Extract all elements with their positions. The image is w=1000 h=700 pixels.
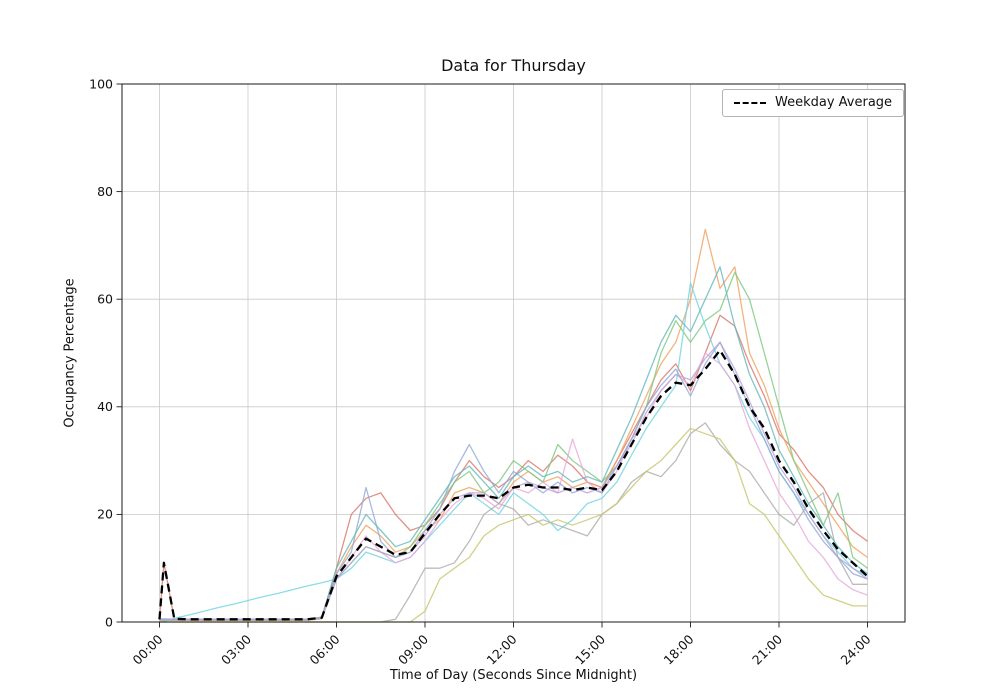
y-tick-label: 60 [97, 292, 113, 307]
y-tick-label: 0 [105, 614, 113, 629]
x-tick-label: 06:00 [307, 631, 343, 667]
average-line [158, 349, 869, 621]
x-tick-label: 24:00 [838, 631, 874, 667]
x-tick-label: 12:00 [484, 631, 520, 667]
x-tick-label: 03:00 [218, 631, 254, 667]
x-axis-label: Time of Day (Seconds Since Midnight) [389, 668, 638, 683]
y-axis-label: Occupancy Percentage [62, 278, 78, 428]
y-tick-label: 40 [97, 399, 113, 414]
legend-label: Weekday Average [775, 95, 893, 110]
x-tick-label: 21:00 [749, 631, 785, 667]
ticks-layer: 00:00 03:00 06:00 09:00 12:00 15:00 18:00 21:00… [89, 76, 874, 667]
legend-dashed-line-icon [734, 101, 766, 104]
y-tick-label: 20 [97, 507, 113, 522]
x-tick-label: 15:00 [572, 631, 608, 667]
x-tick-label: 18:00 [661, 631, 697, 667]
series-line-day-10 [159, 341, 868, 620]
x-tick-label: 09:00 [395, 631, 431, 667]
y-tick-label: 100 [89, 76, 113, 91]
chart-title: Data for Thursday [441, 56, 586, 75]
x-tick-label: 00:00 [130, 631, 166, 667]
y-tick-label: 80 [97, 184, 113, 199]
legend: Weekday Average [722, 89, 905, 117]
grid-layer [122, 83, 905, 623]
series-line-day-4 [159, 282, 868, 623]
